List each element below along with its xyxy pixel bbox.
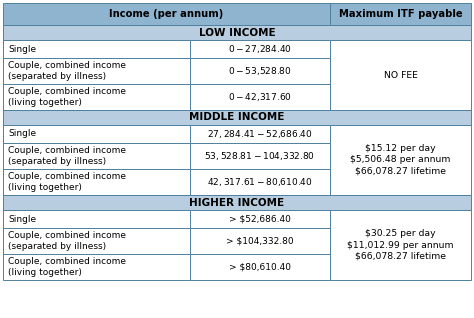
Bar (330, 210, 471, 280)
Bar (3, 125, 190, 143)
Bar (3, 143, 190, 169)
Bar (3, 254, 190, 280)
Text: Couple, combined income
(separated by illness): Couple, combined income (separated by il… (8, 231, 126, 251)
Bar (190, 169, 330, 195)
Bar (190, 125, 330, 143)
Bar (330, 3, 471, 25)
Bar (3, 58, 190, 84)
Bar (3, 228, 190, 254)
Text: Couple, combined income
(living together): Couple, combined income (living together… (8, 87, 126, 107)
Bar (3, 210, 190, 228)
Text: $53,528.81 - $104,332.80: $53,528.81 - $104,332.80 (204, 150, 316, 162)
Bar (190, 254, 330, 280)
Bar (3, 84, 190, 110)
Bar (330, 125, 471, 195)
Text: Couple, combined income
(living together): Couple, combined income (living together… (8, 257, 126, 277)
Text: LOW INCOME: LOW INCOME (199, 27, 275, 38)
Text: Single: Single (8, 129, 36, 139)
Text: HIGHER INCOME: HIGHER INCOME (190, 197, 284, 208)
Bar (190, 228, 330, 254)
Text: $27,284.41 - $52,686.40: $27,284.41 - $52,686.40 (207, 128, 313, 140)
Bar (190, 58, 330, 84)
Text: NO FEE: NO FEE (383, 71, 418, 80)
Text: $15.12 per day
$5,506.48 per annum
$66,078.27 lifetime: $15.12 per day $5,506.48 per annum $66,0… (350, 144, 451, 176)
Bar (3, 110, 471, 125)
Bar (190, 40, 330, 58)
Text: Couple, combined income
(separated by illness): Couple, combined income (separated by il… (8, 61, 126, 81)
Bar (190, 84, 330, 110)
Text: Couple, combined income
(living together): Couple, combined income (living together… (8, 172, 126, 192)
Text: Couple, combined income
(separated by illness): Couple, combined income (separated by il… (8, 146, 126, 166)
Text: Single: Single (8, 45, 36, 53)
Text: $30.25 per day
$11,012.99 per annum
$66,078.27 lifetime: $30.25 per day $11,012.99 per annum $66,… (347, 229, 454, 261)
Text: $42,317.61 - $80,610.40: $42,317.61 - $80,610.40 (207, 176, 313, 188)
Text: $0 - $27,284.40: $0 - $27,284.40 (228, 43, 292, 55)
Bar (3, 195, 471, 210)
Text: Maximum ITF payable: Maximum ITF payable (339, 9, 462, 19)
Bar (190, 143, 330, 169)
Text: $0 - $53,528.80: $0 - $53,528.80 (228, 65, 292, 77)
Text: MIDDLE INCOME: MIDDLE INCOME (189, 113, 285, 122)
Text: > $52,686.40: > $52,686.40 (229, 215, 291, 224)
Text: Income (per annum): Income (per annum) (109, 9, 224, 19)
Text: Single: Single (8, 215, 36, 224)
Text: $0 - $42,317.60: $0 - $42,317.60 (228, 91, 292, 103)
Text: > $104,332.80: > $104,332.80 (226, 237, 294, 245)
Bar (3, 169, 190, 195)
Text: > $80,610.40: > $80,610.40 (229, 262, 291, 272)
Bar (330, 40, 471, 110)
Bar (3, 25, 471, 40)
Bar (3, 40, 190, 58)
Bar (190, 210, 330, 228)
Bar (3, 3, 330, 25)
